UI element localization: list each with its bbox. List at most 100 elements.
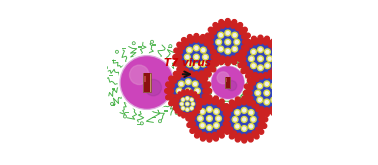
Circle shape [246,88,250,92]
FancyBboxPatch shape [226,77,230,88]
FancyBboxPatch shape [122,48,126,49]
Circle shape [214,61,219,66]
Circle shape [209,32,212,35]
Circle shape [219,34,222,37]
Circle shape [179,109,184,113]
Circle shape [245,43,248,47]
Circle shape [268,43,273,47]
Circle shape [259,84,261,87]
Circle shape [251,135,254,138]
Circle shape [285,84,289,89]
Circle shape [242,62,246,66]
Circle shape [194,33,199,38]
Circle shape [174,98,177,101]
Circle shape [232,116,238,122]
Circle shape [285,91,290,95]
Circle shape [204,68,208,73]
Circle shape [210,60,214,64]
Circle shape [252,73,257,78]
Circle shape [194,126,198,131]
Circle shape [185,88,191,94]
Circle shape [191,105,195,109]
Circle shape [204,40,209,44]
Circle shape [245,37,248,41]
Circle shape [190,104,195,109]
Circle shape [275,57,279,61]
Circle shape [235,97,240,102]
Circle shape [168,92,171,96]
Circle shape [262,38,265,42]
FancyBboxPatch shape [231,106,235,108]
Circle shape [181,69,184,72]
Circle shape [229,134,234,139]
Circle shape [241,107,247,113]
Circle shape [169,45,172,48]
Circle shape [179,68,184,73]
Circle shape [194,82,197,85]
Circle shape [224,116,228,121]
Circle shape [208,117,211,120]
Circle shape [234,101,237,104]
Circle shape [244,43,277,75]
FancyBboxPatch shape [144,73,150,92]
Circle shape [250,40,254,44]
Circle shape [221,126,225,131]
Circle shape [225,105,229,109]
Circle shape [150,40,153,43]
Circle shape [178,106,181,109]
Circle shape [272,44,276,47]
Circle shape [242,138,246,143]
Circle shape [241,44,246,49]
Circle shape [275,69,280,74]
Circle shape [192,111,195,114]
Circle shape [174,71,178,76]
Circle shape [242,66,245,69]
Circle shape [234,118,237,121]
Circle shape [184,70,187,74]
Circle shape [251,77,283,109]
Circle shape [243,127,246,130]
FancyBboxPatch shape [204,96,208,98]
Circle shape [183,113,186,115]
Circle shape [270,75,274,79]
FancyBboxPatch shape [144,76,146,82]
Circle shape [200,109,205,115]
Circle shape [262,124,267,128]
Circle shape [241,69,246,74]
FancyBboxPatch shape [231,56,235,57]
Circle shape [271,83,277,89]
Circle shape [195,95,197,97]
Circle shape [273,90,279,96]
FancyBboxPatch shape [203,77,207,79]
Circle shape [176,103,178,105]
Circle shape [268,57,271,60]
Circle shape [192,37,195,40]
Circle shape [249,125,253,128]
Circle shape [268,40,271,44]
Circle shape [197,108,199,110]
Circle shape [262,111,267,115]
Circle shape [255,104,259,109]
Circle shape [212,100,217,105]
Circle shape [194,88,200,94]
Circle shape [282,103,286,108]
Circle shape [258,70,263,75]
FancyBboxPatch shape [201,87,205,88]
Circle shape [279,105,282,108]
Circle shape [237,133,241,138]
Circle shape [248,137,253,142]
Circle shape [217,24,221,27]
Circle shape [266,56,273,62]
Circle shape [130,65,149,84]
Circle shape [197,130,202,134]
Circle shape [177,55,182,59]
Circle shape [206,116,212,121]
Circle shape [189,114,192,117]
Circle shape [228,127,233,132]
Circle shape [247,133,252,138]
Circle shape [234,123,240,129]
Circle shape [205,92,209,96]
Circle shape [225,48,231,54]
Circle shape [255,90,261,96]
Circle shape [221,130,225,134]
